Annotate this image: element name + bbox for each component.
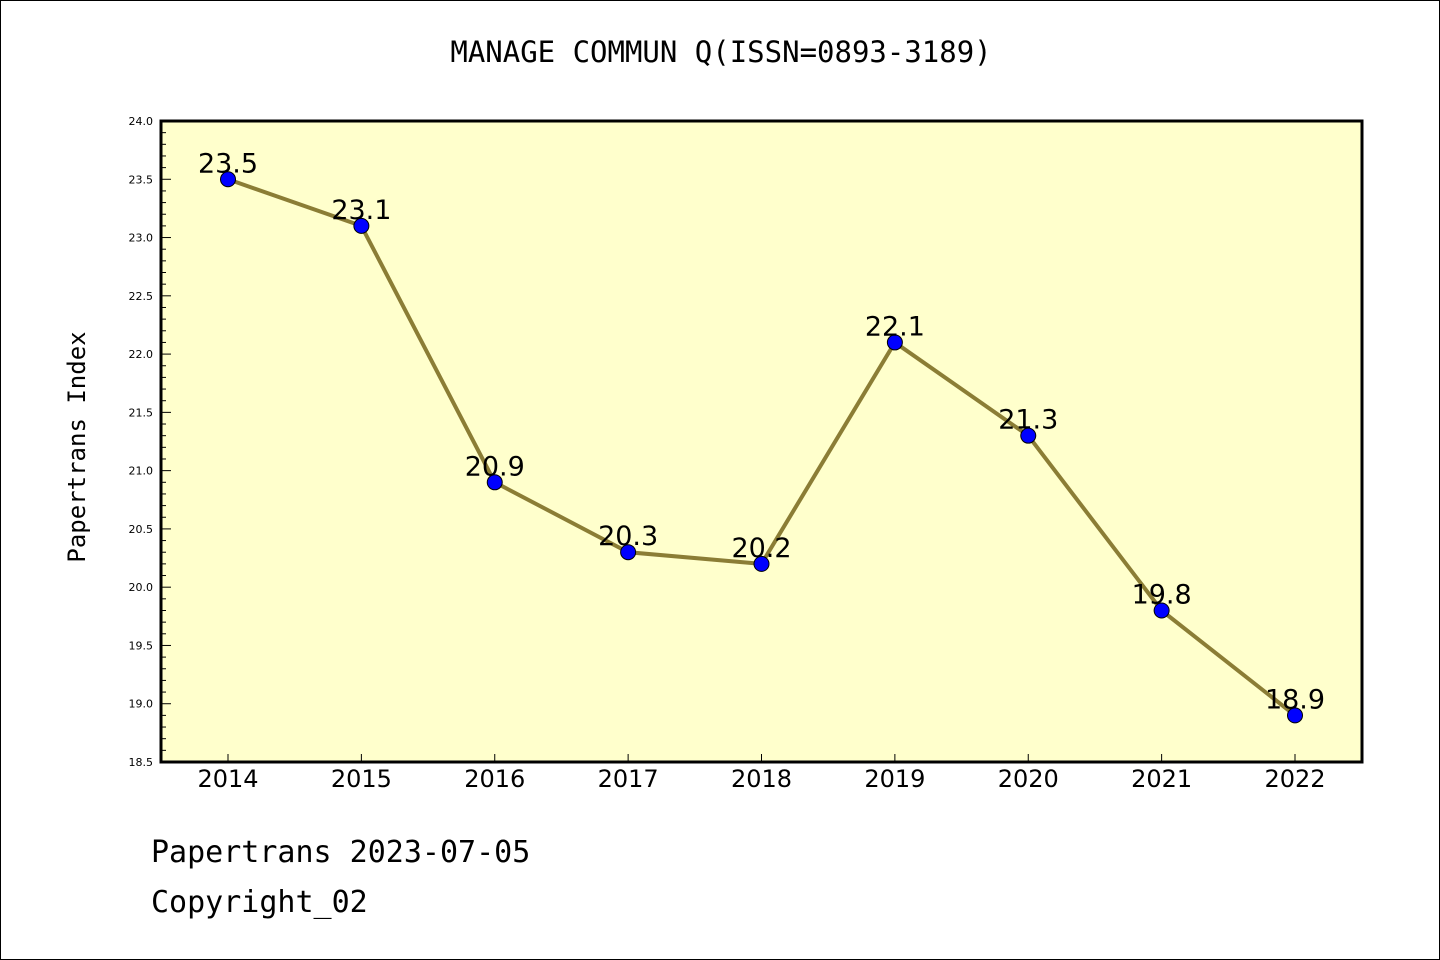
y-tick-label: 21.5 bbox=[129, 406, 154, 419]
data-point bbox=[886, 334, 903, 351]
series-markers bbox=[220, 171, 1303, 724]
y-tick-label: 20.5 bbox=[129, 523, 154, 536]
data-point bbox=[620, 544, 637, 561]
x-tick-label: 2017 bbox=[598, 765, 659, 793]
y-tick-label: 21.0 bbox=[129, 465, 154, 478]
x-axis: 2014 2015 2016 2017 2018 2019 2020 2021 2022 bbox=[197, 754, 1326, 793]
data-label: 23.1 bbox=[331, 195, 391, 226]
x-tick-label: 2019 bbox=[864, 765, 925, 793]
data-point bbox=[1287, 707, 1303, 724]
data-label: 22.1 bbox=[865, 311, 925, 342]
y-tick-label: 22.0 bbox=[129, 348, 154, 361]
y-tick-label: 20.0 bbox=[129, 581, 154, 594]
y-tick-label: 19.0 bbox=[129, 698, 154, 711]
footer-copyright-text: Copyright_02 bbox=[151, 885, 368, 920]
footer-date-text: Papertrans 2023-07-05 bbox=[151, 835, 531, 870]
x-tick-label: 2016 bbox=[464, 765, 525, 793]
y-axis: 18.5 19.0 19.5 20.0 20.5 21.0 21.5 22.0 22.5 23.0… bbox=[129, 115, 171, 769]
data-label: 20.9 bbox=[465, 451, 525, 482]
y-tick-label: 19.5 bbox=[129, 639, 154, 652]
y-tick-label: 23.5 bbox=[129, 173, 154, 186]
x-tick-label: 2021 bbox=[1131, 765, 1192, 793]
data-point bbox=[486, 474, 503, 491]
data-label: 20.3 bbox=[598, 521, 658, 552]
x-tick-label: 2014 bbox=[197, 765, 258, 793]
data-label: 21.3 bbox=[998, 405, 1058, 436]
data-label: 23.5 bbox=[198, 148, 258, 179]
data-point bbox=[753, 555, 770, 572]
y-tick-label: 18.5 bbox=[129, 756, 154, 769]
y-tick-label: 24.0 bbox=[129, 115, 154, 128]
data-label: 20.2 bbox=[731, 533, 791, 564]
data-point bbox=[220, 171, 236, 188]
chart-title: MANAGE COMMUN Q(ISSN=0893-3189) bbox=[450, 35, 992, 69]
x-tick-label: 2022 bbox=[1264, 765, 1325, 793]
data-point bbox=[1153, 602, 1170, 619]
data-point bbox=[1020, 427, 1037, 444]
x-tick-label: 2018 bbox=[731, 765, 792, 793]
y-tick-label: 22.5 bbox=[129, 290, 154, 303]
plot-frame bbox=[159, 119, 1364, 764]
data-point bbox=[353, 217, 370, 234]
x-tick-label: 2020 bbox=[998, 765, 1059, 793]
y-tick-label: 23.0 bbox=[129, 232, 154, 245]
x-tick-label: 2015 bbox=[331, 765, 392, 793]
data-label: 18.9 bbox=[1265, 684, 1325, 715]
data-labels: 23.5 23.1 20.9 20.3 20.2 22.1 21.3 19.8 18.9 bbox=[198, 148, 1325, 715]
data-label: 19.8 bbox=[1132, 579, 1192, 610]
